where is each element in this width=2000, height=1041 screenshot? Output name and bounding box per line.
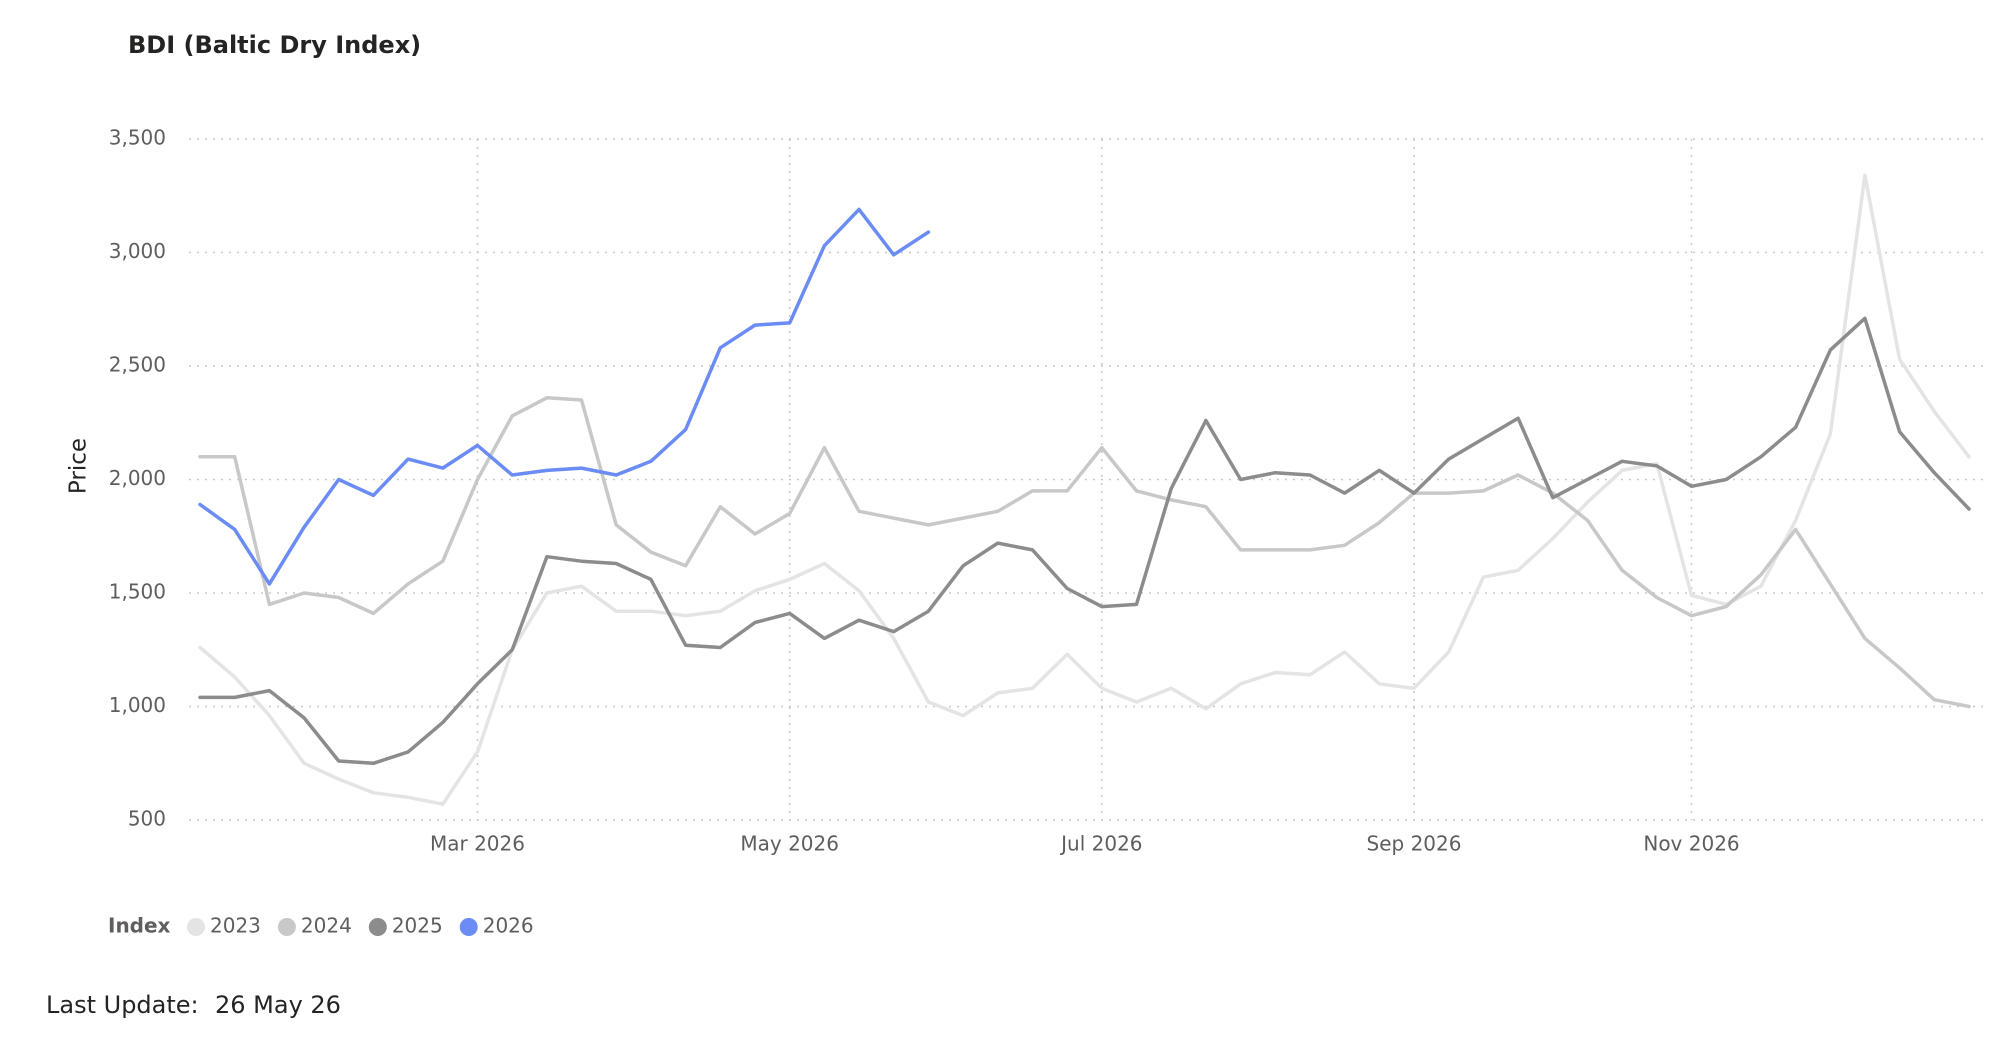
series-line: [198, 396, 1971, 709]
legend-marker: [277, 918, 296, 936]
y-tick-label: 2,000: [109, 466, 166, 490]
y-tick-label: 1,000: [109, 693, 166, 717]
x-tick-label: Jul 2026: [1059, 832, 1142, 856]
legend-title: Index: [108, 914, 171, 938]
legend-label: 2023: [210, 914, 261, 938]
legend-label: 2024: [301, 914, 352, 938]
series-line: [198, 316, 1971, 766]
footer-value: 26 May 26: [215, 991, 341, 1019]
x-tick-label: Sep 2026: [1367, 832, 1462, 856]
y-tick-label: 3,000: [109, 239, 166, 263]
legend-label: 2025: [392, 914, 443, 938]
y-tick-label: 500: [128, 807, 166, 831]
y-axis-title: Price: [66, 438, 92, 494]
y-tick-label: 2,500: [109, 353, 166, 377]
legend-marker: [459, 918, 478, 936]
legend-marker: [368, 918, 387, 936]
series-line: [198, 207, 931, 586]
y-tick-label: 1,500: [109, 580, 166, 604]
legend-label: 2026: [483, 914, 534, 938]
legend-marker: [187, 918, 205, 936]
chart-title: BDI (Baltic Dry Index): [128, 31, 421, 59]
y-tick-label: 3,500: [109, 126, 166, 150]
x-tick-label: Nov 2026: [1643, 832, 1739, 856]
x-tick-label: May 2026: [740, 832, 839, 856]
series-line: [198, 173, 1971, 806]
x-tick-label: Mar 2026: [430, 832, 525, 856]
footer-label: Last Update:: [46, 991, 199, 1019]
